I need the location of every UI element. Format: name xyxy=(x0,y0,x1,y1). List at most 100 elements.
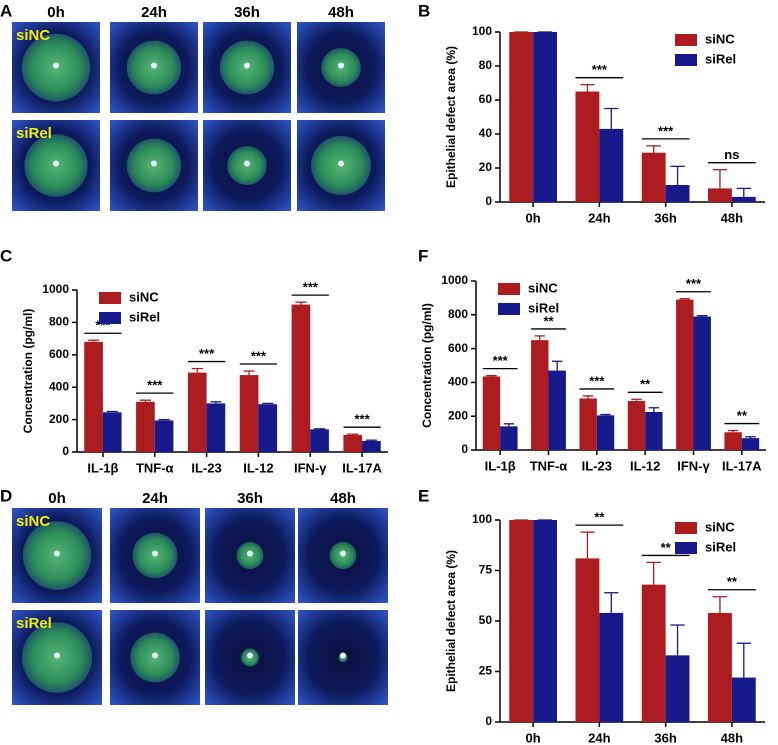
row-label: siRel xyxy=(16,615,52,632)
y-tick-label: 400 xyxy=(49,379,69,393)
error-bar xyxy=(670,624,685,656)
error-bar xyxy=(486,374,497,377)
row-label: siRel xyxy=(16,125,52,142)
x-tick-label: IL-12 xyxy=(630,458,660,473)
y-tick-label: 1000 xyxy=(441,273,468,287)
reflection xyxy=(151,62,157,69)
legend-swatch xyxy=(675,522,697,534)
bar xyxy=(136,401,155,452)
legend-label: siRel xyxy=(528,300,559,315)
x-tick-label: IL-23 xyxy=(582,458,612,473)
reflection xyxy=(53,160,59,167)
legend-swatch xyxy=(99,292,121,304)
error-bar xyxy=(503,423,515,427)
x-tick-label: 48h xyxy=(721,210,743,225)
error-bar xyxy=(365,439,378,441)
y-tick-label: 200 xyxy=(49,412,69,426)
bar xyxy=(665,185,690,202)
error-bar xyxy=(210,401,222,404)
bar xyxy=(482,376,501,450)
x-tick-label: 36h xyxy=(654,730,676,745)
y-tick-label: 0 xyxy=(62,444,69,458)
error-bar xyxy=(712,169,728,189)
x-tick-label: IL-1β xyxy=(87,460,118,475)
error-bar xyxy=(727,429,739,433)
x-tick-label: IL-17A xyxy=(342,460,382,475)
legend-swatch xyxy=(675,34,697,46)
y-tick-label: 800 xyxy=(49,315,69,329)
column-label: 48h xyxy=(328,4,354,21)
bar xyxy=(596,415,615,450)
column-label: 0h xyxy=(48,490,66,507)
bar xyxy=(599,128,624,202)
bar xyxy=(641,584,666,722)
bar xyxy=(102,412,122,452)
bar xyxy=(676,299,694,450)
y-tick-label: 80 xyxy=(479,58,493,72)
error-bar xyxy=(262,402,274,405)
legend-label: siNC xyxy=(528,280,558,295)
bar xyxy=(187,372,207,452)
y-axis-title: Epithelial defect area (%) xyxy=(444,46,458,188)
error-bar xyxy=(670,165,685,185)
bar xyxy=(645,411,663,450)
error-bar xyxy=(604,592,619,613)
reflection xyxy=(244,160,250,167)
x-tick-label: IL-17A xyxy=(722,458,762,473)
error-bar xyxy=(679,298,691,300)
error-bar xyxy=(551,360,563,371)
significance-label: ** xyxy=(727,574,738,589)
x-tick-label: IFN-γ xyxy=(294,460,327,475)
legend-label: siRel xyxy=(129,309,160,324)
column-label: 36h xyxy=(237,490,263,507)
error-bar xyxy=(580,531,595,559)
bar xyxy=(509,520,534,722)
error-bar xyxy=(646,561,661,585)
bar xyxy=(239,375,259,452)
panel-letter: D xyxy=(0,486,12,505)
y-tick-label: 0 xyxy=(461,442,468,456)
x-tick-label: IL-1β xyxy=(485,458,516,473)
error-bar xyxy=(696,314,708,317)
legend-label: siRel xyxy=(705,539,736,554)
bar xyxy=(731,677,756,722)
error-bar xyxy=(580,84,595,92)
bar xyxy=(579,398,597,450)
error-bar xyxy=(736,187,751,197)
x-tick-label: IL-12 xyxy=(243,460,273,475)
x-tick-label: 36h xyxy=(654,210,676,225)
y-tick-label: 20 xyxy=(479,160,493,174)
bar xyxy=(206,403,226,452)
reflection xyxy=(54,550,60,557)
bar xyxy=(84,341,103,452)
y-tick-label: 50 xyxy=(479,613,493,627)
error-bar xyxy=(191,367,203,373)
y-tick-label: 600 xyxy=(49,347,69,361)
y-tick-label: 600 xyxy=(448,341,468,355)
y-tick-label: 0 xyxy=(485,194,492,208)
bar xyxy=(665,655,690,722)
significance-label: *** xyxy=(354,412,370,427)
bar xyxy=(509,32,534,202)
x-tick-label: IL-23 xyxy=(191,460,221,475)
bar xyxy=(258,404,278,452)
error-bar xyxy=(139,399,152,402)
legend-label: siNC xyxy=(705,31,735,46)
bar xyxy=(531,340,549,450)
x-tick-label: 48h xyxy=(721,730,743,745)
bar xyxy=(693,316,711,450)
reflection xyxy=(338,62,344,69)
x-tick-label: 0h xyxy=(526,730,541,745)
y-axis-title: Concentration (pg/ml) xyxy=(420,303,434,428)
bar xyxy=(548,370,566,450)
bar xyxy=(310,429,329,452)
y-tick-label: 200 xyxy=(448,408,468,422)
significance-label: ** xyxy=(594,510,605,525)
error-bar xyxy=(745,436,756,439)
bar xyxy=(575,558,600,722)
error-bar xyxy=(534,335,546,341)
legend-swatch xyxy=(99,312,121,324)
reflection xyxy=(338,160,344,167)
error-bar xyxy=(712,596,728,613)
